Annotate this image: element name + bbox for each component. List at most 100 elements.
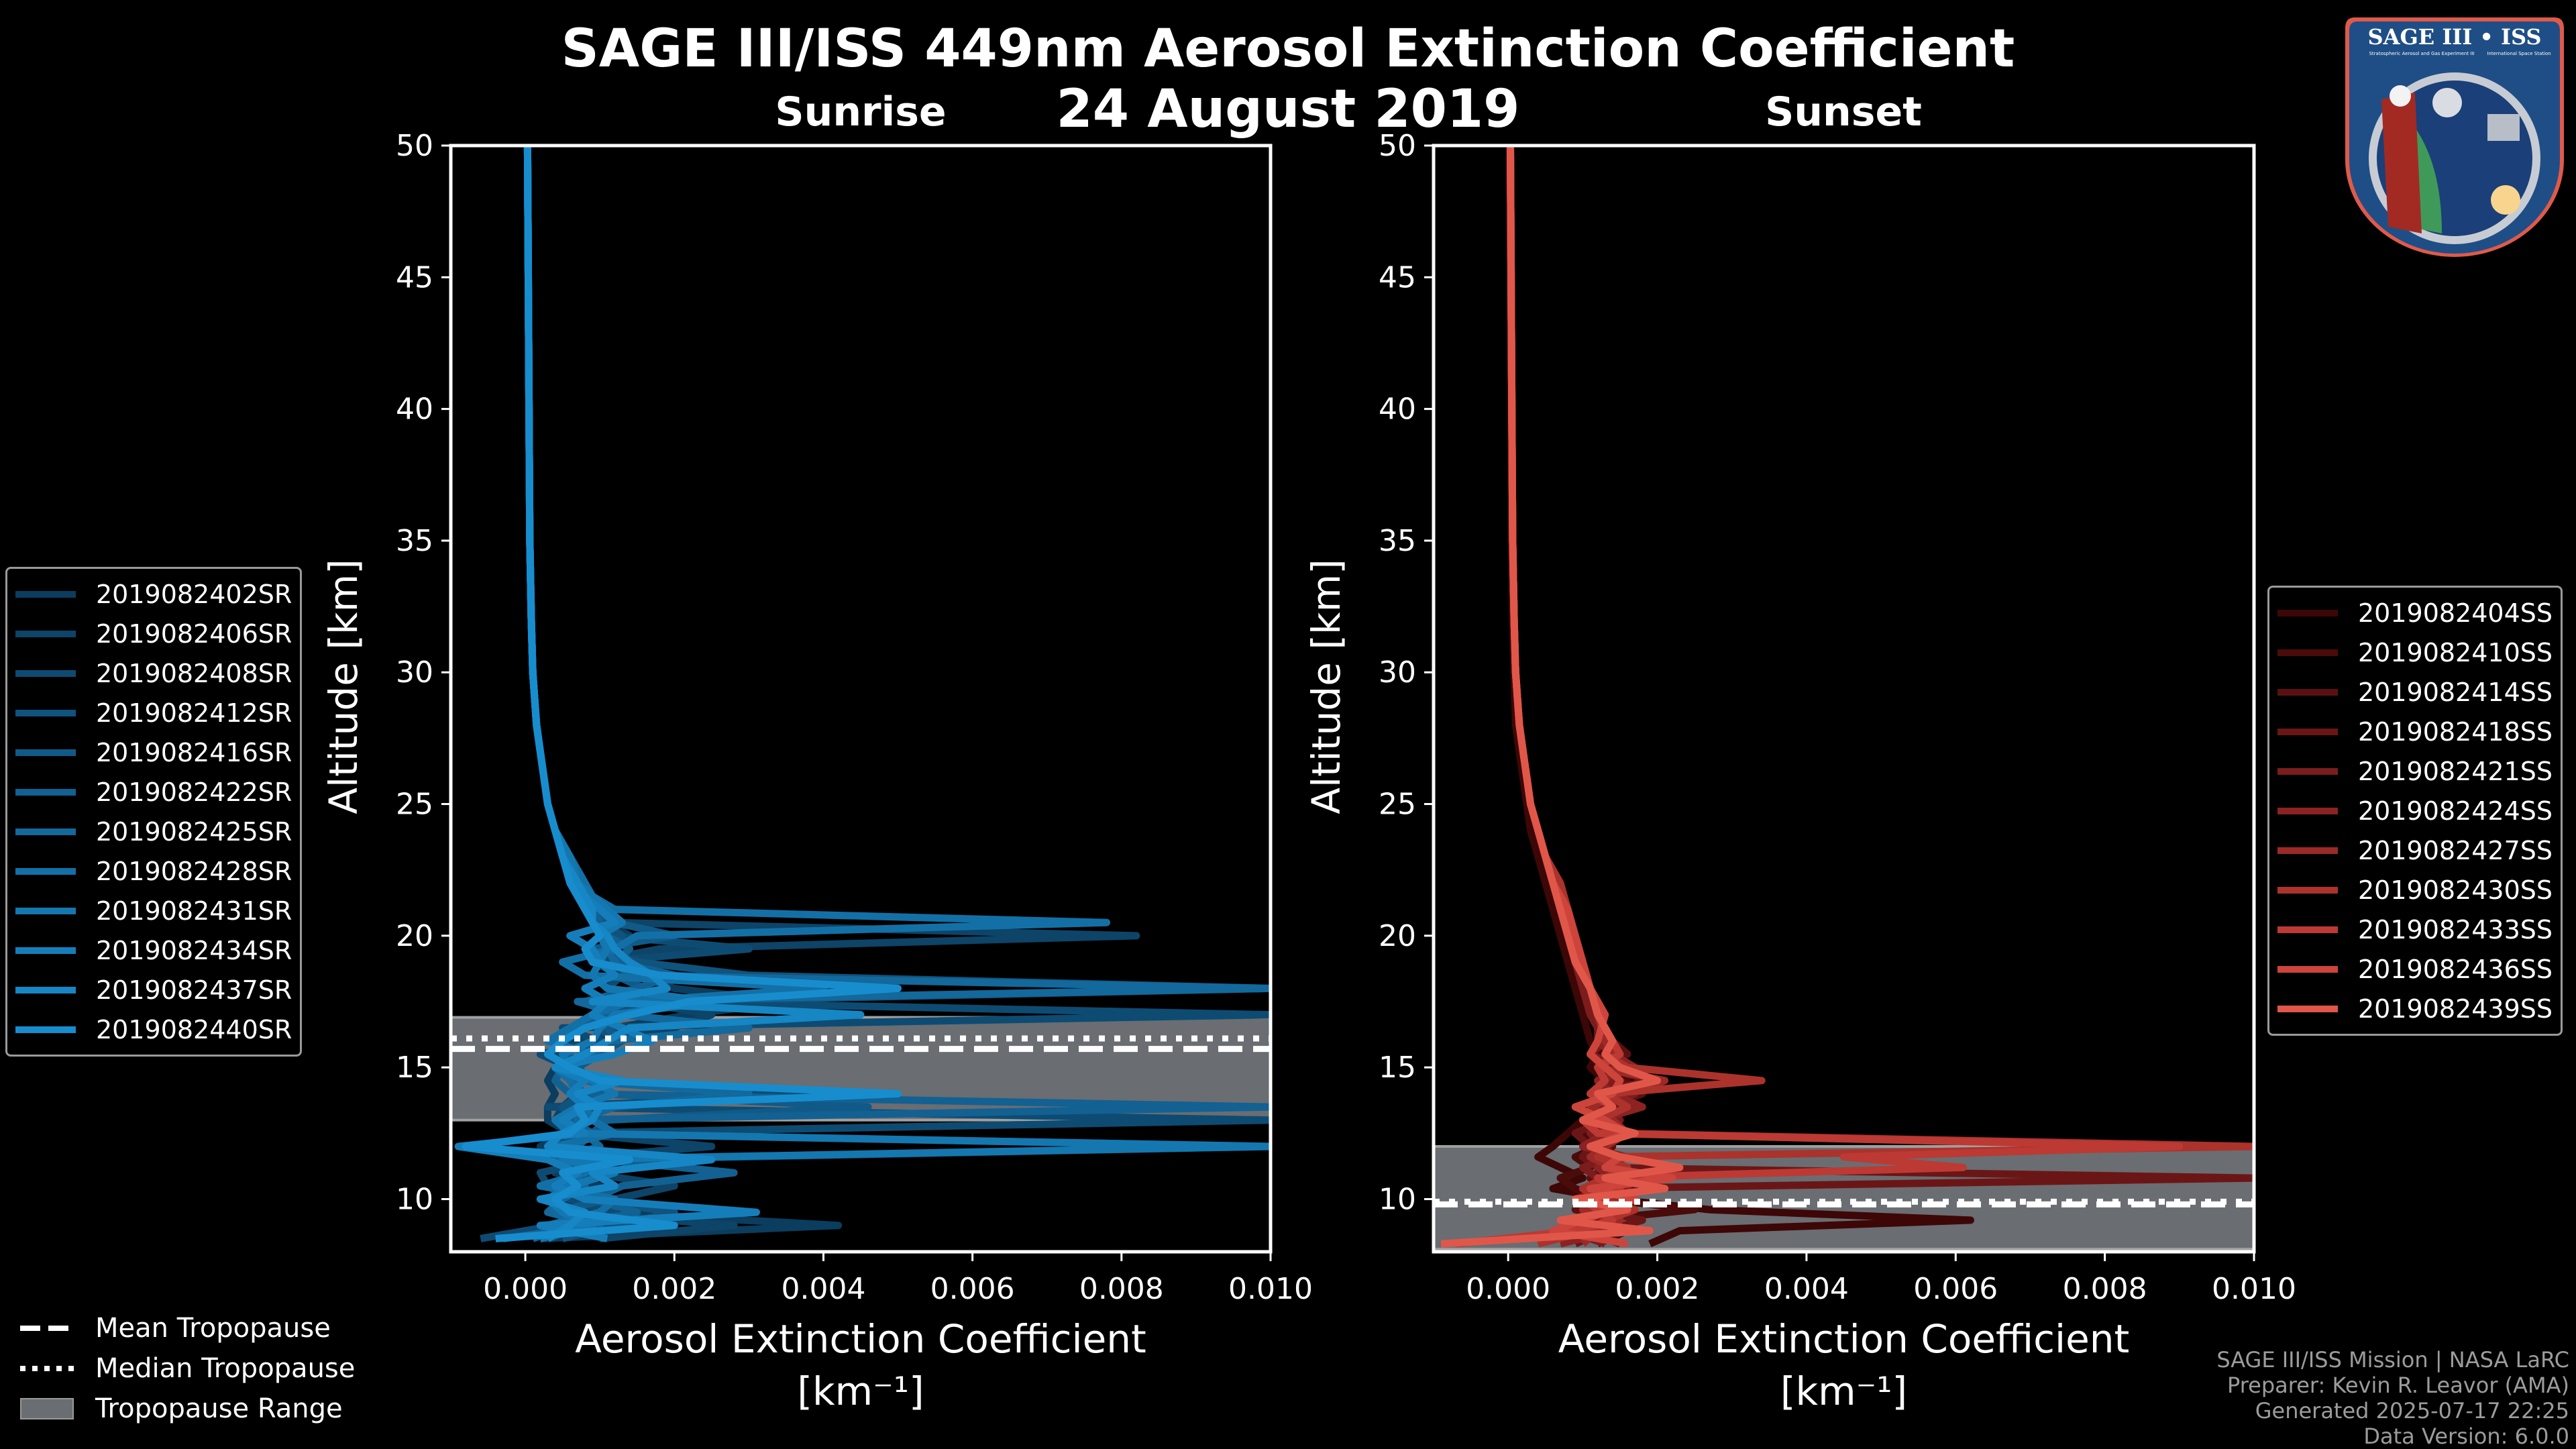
chart-date: 24 August 2019 [1056,79,1520,140]
x-axis-label: Aerosol Extinction Coefficient [575,1316,1146,1362]
sunrise-plot-frame [449,144,1273,1254]
legend-item: 2019082404SS [2277,593,2553,633]
legend-label: 2019082430SS [2358,875,2553,905]
legend-label: 2019082434SR [96,935,292,965]
legend-line-icon [2277,965,2338,973]
x-tick-label: 0.002 [632,1272,716,1306]
y-tick-label: 15 [1379,1051,1416,1085]
sunset-panel-title: Sunset [1765,89,1922,136]
legend-line-icon [15,669,76,677]
legend-label: 2019082404SS [2358,598,2553,628]
x-tick-label: 0.000 [1466,1272,1550,1306]
x-tick-label: 0.010 [2212,1272,2296,1306]
legend-label: 2019082422SR [96,777,292,807]
legend-item-mean-tropopause: Mean Tropopause [20,1308,355,1348]
y-tick-label: 35 [1379,524,1416,558]
gray-band-icon [20,1398,74,1419]
footer-version: Data Version: 6.0.0 [2363,1424,2569,1449]
profile-line-2019082439SS [1440,146,1684,1248]
x-tick-label: 0.004 [1764,1272,1849,1306]
legend-line-icon [15,630,76,637]
y-tick-label: 50 [1379,129,1416,163]
legend-label: 2019082431SR [96,896,292,926]
legend-label: 2019082440SR [96,1014,292,1044]
x-tick-label: 0.004 [781,1272,865,1306]
legend-item-median-tropopause: Median Tropopause [20,1348,355,1389]
legend-item: 2019082440SR [15,1010,292,1049]
legend-item: 2019082434SR [15,930,292,970]
sunrise-panel-title: Sunrise [775,89,947,136]
y-tick-label: 25 [396,788,433,822]
legend-item: 2019082418SS [2277,712,2553,751]
legend-label: 2019082436SS [2358,954,2553,984]
y-tick-label: 50 [396,129,433,163]
legend-item: 2019082439SS [2277,989,2553,1028]
legend-label: 2019082439SS [2358,994,2553,1024]
legend-line-icon [15,828,76,835]
legend-line-icon [15,867,76,875]
y-tick-label: 30 [1379,655,1416,690]
legend-item: 2019082428SR [15,851,292,891]
sunset-legend: 2019082404SS 2019082410SS 2019082414SS 2019… [2267,586,2563,1036]
legend-item-tropopause-range: Tropopause Range [20,1389,355,1429]
footer-mission: SAGE III/ISS Mission | NASA LaRC [2216,1347,2569,1373]
y-tick-label: 10 [396,1182,433,1216]
sun-icon [2491,185,2520,215]
legend-item: 2019082421SS [2277,751,2553,791]
legend-line-icon [2277,767,2338,775]
legend-label: 2019082402SR [96,579,292,609]
profile-line-2019082427SS [1507,146,1669,1247]
legend-item: 2019082431SR [15,891,292,930]
legend-item: 2019082406SR [15,614,292,653]
legend-label: 2019082428SR [96,856,292,886]
legend-line-icon [2277,649,2338,656]
legend-label: 2019082410SS [2358,637,2553,667]
legend-line-icon [2277,926,2338,933]
footer-credits: SAGE III/ISS Mission | NASA LaRC Prepare… [2216,1347,2569,1449]
legend-item: 2019082416SR [15,733,292,772]
legend-label: 2019082408SR [96,658,292,688]
footer-preparer: Preparer: Kevin R. Leavor (AMA) [2226,1373,2569,1398]
x-tick-label: 0.000 [483,1272,568,1306]
legend-item: 2019082408SR [15,653,292,693]
x-tick-label: 0.008 [2063,1272,2147,1306]
legend-label: 2019082437SR [96,975,292,1005]
y-tick-label: 40 [1379,392,1416,427]
legend-item: 2019082430SS [2277,870,2553,910]
logo-subtitle-right: International Space Station [2487,51,2551,56]
y-tick-label: 45 [1379,260,1416,294]
legend-line-icon [15,1026,76,1033]
footer-generated: Generated 2025-07-17 22:25 [2255,1398,2569,1424]
legend-item: 2019082412SR [15,693,292,733]
wizard-icon [2381,93,2422,233]
legend-line-icon [2277,609,2338,616]
y-axis-label: Altitude [km] [321,559,366,814]
tropopause-legend: Mean Tropopause Median Tropopause Tropop… [20,1308,355,1429]
y-tick-label: 10 [1379,1182,1416,1216]
dotted-line-icon [20,1366,74,1371]
profile-line-2019082440SR [462,146,902,1242]
y-tick-label: 25 [1379,788,1416,822]
legend-line-icon [2277,807,2338,814]
legend-line-icon [15,907,76,914]
legend-item: 2019082427SS [2277,830,2553,870]
legend-item: 2019082422SR [15,772,292,812]
x-tick-label: 0.010 [1228,1272,1313,1306]
legend-label: 2019082418SS [2358,716,2553,747]
y-tick-label: 20 [396,919,433,953]
legend-item: 2019082424SS [2277,791,2553,830]
y-axis-label: Altitude [km] [1303,559,1349,814]
legend-item: 2019082433SS [2277,910,2553,949]
y-tick-label: 35 [396,524,433,558]
y-tick-label: 45 [396,260,433,294]
legend-line-icon [15,947,76,954]
legend-label: 2019082414SS [2358,677,2553,707]
legend-line-icon [2277,886,2338,894]
legend-item: 2019082425SR [15,812,292,851]
legend-item: 2019082436SS [2277,949,2553,989]
x-axis-units: [km⁻¹] [797,1368,924,1414]
legend-label: Tropopause Range [95,1393,343,1424]
legend-line-icon [15,788,76,796]
legend-line-icon [15,709,76,716]
